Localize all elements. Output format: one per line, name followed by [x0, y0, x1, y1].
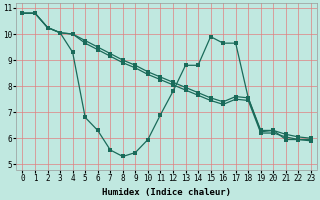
X-axis label: Humidex (Indice chaleur): Humidex (Indice chaleur) — [102, 188, 231, 197]
